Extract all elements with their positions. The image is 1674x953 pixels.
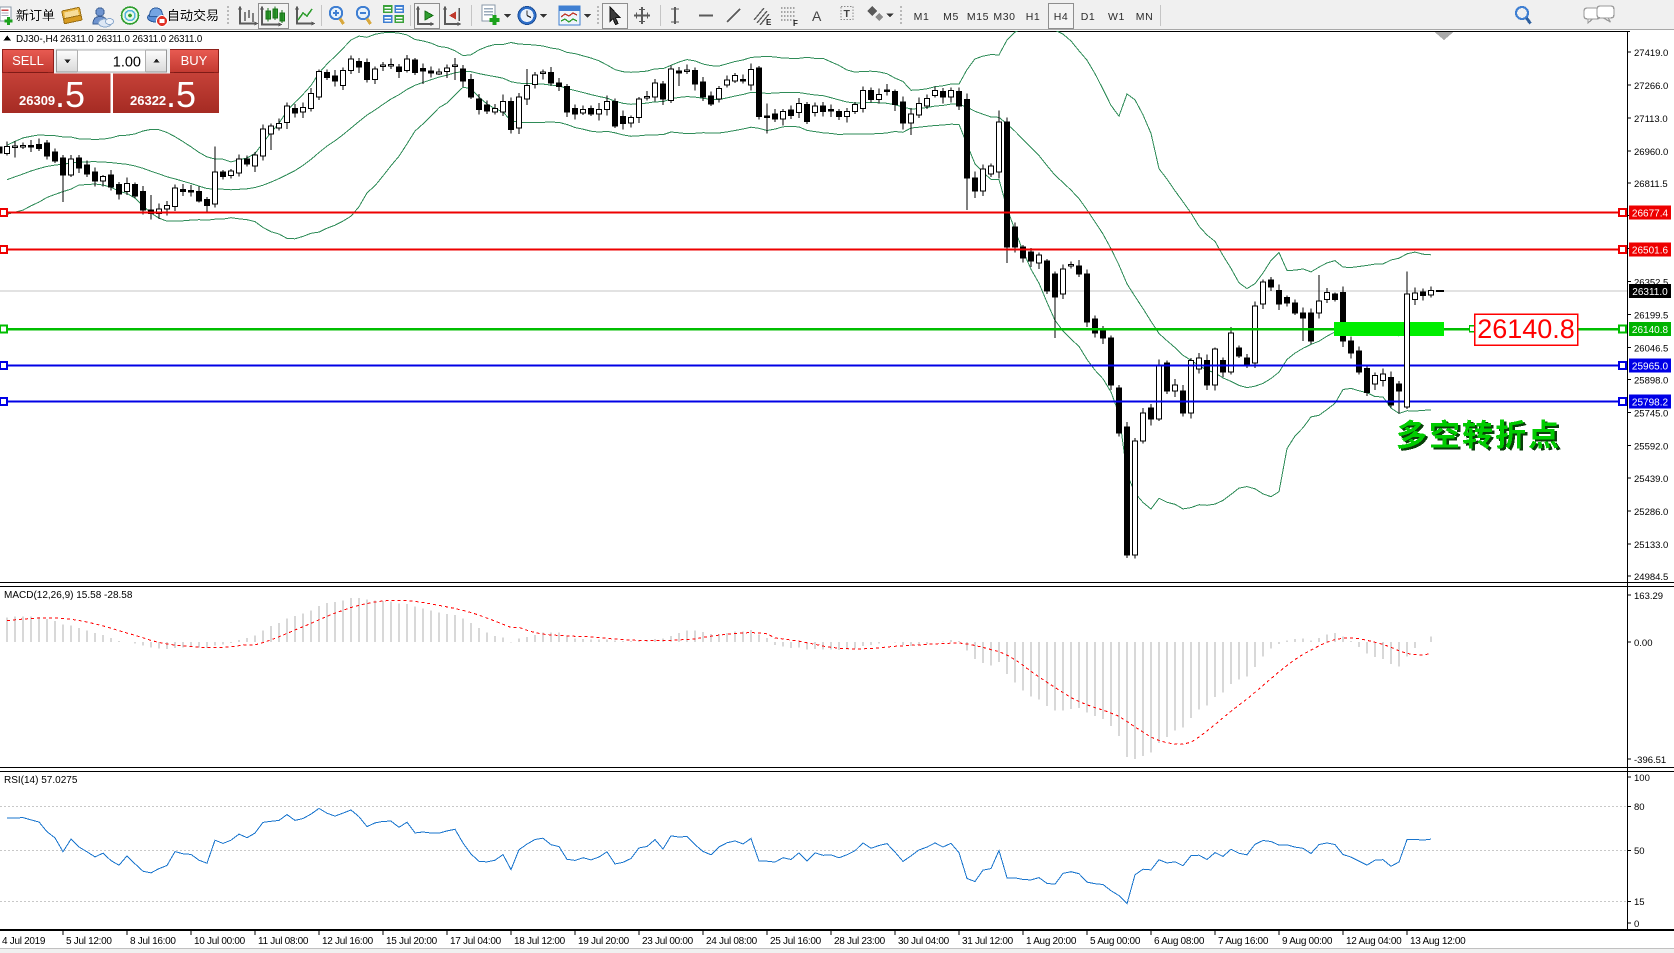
- svg-text:-396.51: -396.51: [1634, 755, 1666, 766]
- svg-text:T: T: [844, 8, 851, 20]
- svg-text:MACD(12,26,9) 15.58 -28.58: MACD(12,26,9) 15.58 -28.58: [4, 590, 133, 601]
- svg-text:5 Aug 00:00: 5 Aug 00:00: [1090, 936, 1141, 947]
- svg-text:4 Jul 2019: 4 Jul 2019: [2, 936, 46, 947]
- svg-text:25133.0: 25133.0: [1634, 540, 1668, 551]
- svg-text:31 Jul 12:00: 31 Jul 12:00: [962, 936, 1014, 947]
- svg-text:80: 80: [1634, 802, 1645, 813]
- svg-text:25 Jul 16:00: 25 Jul 16:00: [770, 936, 822, 947]
- svg-text:0: 0: [1634, 919, 1639, 930]
- svg-text:28 Jul 23:00: 28 Jul 23:00: [834, 936, 886, 947]
- svg-text:26311.0: 26311.0: [1632, 287, 1668, 298]
- svg-text:26501.6: 26501.6: [1632, 246, 1669, 257]
- svg-text:M1: M1: [914, 11, 930, 23]
- svg-text:26677.4: 26677.4: [1632, 209, 1669, 220]
- svg-text:1.00: 1.00: [113, 55, 141, 71]
- svg-text:13 Aug 12:00: 13 Aug 12:00: [1410, 936, 1466, 947]
- svg-text:DJ30-,H4: DJ30-,H4: [16, 34, 59, 45]
- svg-text:0.00: 0.00: [1634, 638, 1653, 649]
- svg-text:BUY: BUY: [181, 53, 208, 68]
- svg-text:26811.5: 26811.5: [1634, 179, 1668, 190]
- svg-text:26309: 26309: [19, 93, 55, 108]
- svg-text:26046.5: 26046.5: [1634, 343, 1668, 354]
- svg-text:24984.5: 24984.5: [1634, 572, 1668, 583]
- svg-text:19 Jul 20:00: 19 Jul 20:00: [578, 936, 630, 947]
- svg-text:W1: W1: [1108, 11, 1125, 23]
- svg-text:25286.0: 25286.0: [1634, 507, 1668, 518]
- svg-text:27266.0: 27266.0: [1634, 81, 1668, 92]
- svg-text:26322: 26322: [130, 93, 166, 108]
- svg-text:26311.0 26311.0 26311.0 26311.: 26311.0 26311.0 26311.0 26311.0: [60, 34, 203, 45]
- svg-text:15: 15: [1634, 897, 1645, 908]
- svg-text:25965.0: 25965.0: [1632, 362, 1669, 373]
- svg-text:.5: .5: [55, 74, 85, 115]
- svg-text:25439.0: 25439.0: [1634, 474, 1668, 485]
- svg-text:163.29: 163.29: [1634, 591, 1663, 602]
- svg-text:25798.2: 25798.2: [1632, 398, 1669, 409]
- svg-text:17 Jul 04:00: 17 Jul 04:00: [450, 936, 502, 947]
- svg-text:9 Aug 00:00: 9 Aug 00:00: [1282, 936, 1333, 947]
- svg-text:6 Aug 08:00: 6 Aug 08:00: [1154, 936, 1205, 947]
- svg-text:F: F: [793, 19, 798, 28]
- svg-text:H4: H4: [1054, 11, 1069, 23]
- svg-text:SELL: SELL: [12, 53, 44, 68]
- svg-text:12 Aug 04:00: 12 Aug 04:00: [1346, 936, 1402, 947]
- svg-text:24 Jul 08:00: 24 Jul 08:00: [706, 936, 758, 947]
- svg-text:27113.0: 27113.0: [1634, 114, 1668, 125]
- svg-text:11 Jul 08:00: 11 Jul 08:00: [258, 936, 309, 947]
- svg-text:15 Jul 20:00: 15 Jul 20:00: [386, 936, 438, 947]
- svg-text:E: E: [766, 18, 772, 27]
- svg-text:8 Jul 16:00: 8 Jul 16:00: [130, 936, 176, 947]
- svg-text:27419.0: 27419.0: [1634, 48, 1668, 59]
- svg-text:50: 50: [1634, 846, 1645, 857]
- svg-text:7 Aug 16:00: 7 Aug 16:00: [1218, 936, 1269, 947]
- svg-text:26352.5: 26352.5: [1634, 278, 1668, 289]
- svg-text:25898.0: 25898.0: [1634, 375, 1668, 386]
- svg-text:23 Jul 00:00: 23 Jul 00:00: [642, 936, 694, 947]
- svg-text:18 Jul 12:00: 18 Jul 12:00: [514, 936, 566, 947]
- svg-text:25745.0: 25745.0: [1634, 408, 1668, 419]
- svg-text:25592.0: 25592.0: [1634, 441, 1668, 452]
- svg-text:.5: .5: [166, 74, 196, 115]
- svg-text:A: A: [812, 8, 822, 24]
- svg-text:26140.8: 26140.8: [1477, 314, 1575, 344]
- svg-text:10 Jul 00:00: 10 Jul 00:00: [194, 936, 246, 947]
- svg-text:1 Aug 20:00: 1 Aug 20:00: [1026, 936, 1077, 947]
- svg-text:26199.5: 26199.5: [1634, 311, 1668, 322]
- svg-text:26140.8: 26140.8: [1632, 325, 1669, 336]
- svg-text:MN: MN: [1136, 11, 1154, 23]
- svg-text:M30: M30: [993, 11, 1015, 23]
- svg-text:M5: M5: [943, 11, 959, 23]
- svg-text:5 Jul 12:00: 5 Jul 12:00: [66, 936, 112, 947]
- svg-text:H1: H1: [1026, 11, 1041, 23]
- svg-text:12 Jul 16:00: 12 Jul 16:00: [322, 936, 374, 947]
- svg-text:D1: D1: [1081, 11, 1096, 23]
- svg-text:26960.0: 26960.0: [1634, 147, 1668, 158]
- svg-text:RSI(14) 57.0275: RSI(14) 57.0275: [4, 775, 78, 786]
- svg-text:100: 100: [1634, 773, 1650, 784]
- svg-text:30 Jul 04:00: 30 Jul 04:00: [898, 936, 950, 947]
- svg-text:M15: M15: [967, 11, 989, 23]
